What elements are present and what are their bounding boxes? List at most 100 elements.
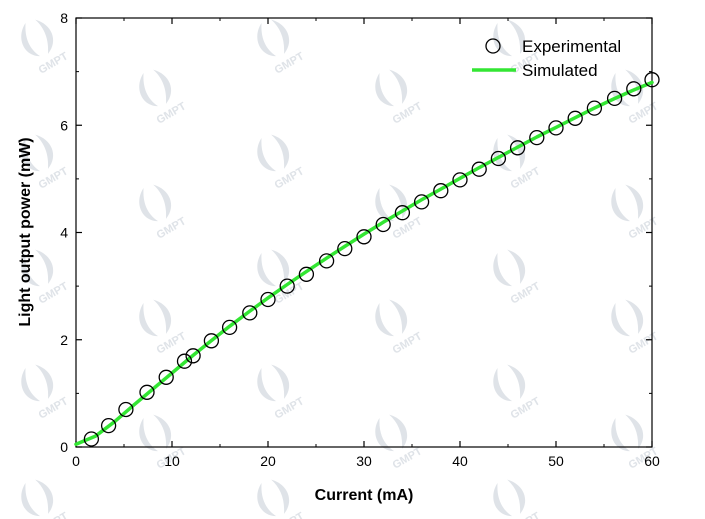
watermark-text: GMPT xyxy=(627,100,661,126)
watermark-logo-icon xyxy=(21,134,54,172)
watermark: GMPT xyxy=(139,299,189,357)
watermark-text: GMPT xyxy=(391,100,425,126)
watermark-text: GMPT xyxy=(627,215,661,241)
watermark-logo-icon xyxy=(611,414,644,452)
x-tick-label: 60 xyxy=(644,453,660,469)
watermark-logo-icon xyxy=(257,364,290,402)
watermark-logo-icon xyxy=(139,414,172,452)
watermark-logo-icon xyxy=(257,134,290,172)
experimental-point xyxy=(626,81,642,97)
watermark: GMPT xyxy=(257,479,307,519)
watermark-text: GMPT xyxy=(509,165,543,191)
watermark: GMPT xyxy=(493,364,543,422)
watermark-text: GMPT xyxy=(155,215,189,241)
simulated-series xyxy=(74,80,654,447)
legend-experimental-label: Experimental xyxy=(522,37,621,56)
watermark-logo-icon xyxy=(257,19,290,57)
watermark-text: GMPT xyxy=(37,50,71,76)
experimental-point xyxy=(298,266,315,282)
watermark: GMPT xyxy=(21,364,71,422)
watermark-logo-icon xyxy=(493,134,526,172)
experimental-point xyxy=(394,205,411,221)
watermark-layer: GMPT GMPT GMPT GMPT GMPT GMPT GMPT GMPT GMPT GMPT… xyxy=(21,19,661,519)
experimental-point xyxy=(490,150,507,167)
experimental-point xyxy=(203,333,220,349)
x-tick-label: 0 xyxy=(72,453,80,469)
experimental-point xyxy=(260,291,276,308)
watermark-text: GMPT xyxy=(37,280,71,306)
experimental-point xyxy=(221,319,238,336)
experimental-point xyxy=(356,229,372,245)
watermark: GMPT xyxy=(139,69,188,127)
watermark: GMPT xyxy=(21,479,71,519)
watermark: GMPT xyxy=(375,69,425,127)
experimental-point xyxy=(185,348,201,364)
watermark: GMPT xyxy=(257,19,307,77)
legend: Experimental Simulated xyxy=(472,37,621,80)
watermark: GMPT xyxy=(257,249,306,307)
watermark-logo-icon xyxy=(493,479,526,517)
watermark-logo-icon xyxy=(21,249,54,287)
watermark-logo-icon xyxy=(139,184,172,222)
experimental-point xyxy=(548,120,564,136)
axis-ticks: 0 10 20 30 40 50 60 0 2 4 6 8 xyxy=(60,10,660,469)
experimental-point xyxy=(139,384,155,400)
experimental-point xyxy=(567,110,583,126)
watermark-logo-icon xyxy=(375,414,408,452)
experimental-point xyxy=(413,194,430,210)
x-axis-title: Current (mA) xyxy=(315,487,414,504)
watermark-text: GMPT xyxy=(273,50,307,76)
watermark-logo-icon xyxy=(139,69,172,107)
experimental-point xyxy=(586,100,603,116)
watermark-text: GMPT xyxy=(273,510,307,519)
watermark-logo-icon xyxy=(257,479,290,517)
watermark: GMPT xyxy=(493,479,542,519)
experimental-point xyxy=(606,90,623,107)
watermark-text: GMPT xyxy=(37,165,71,191)
y-axis-title: Light output power (mW) xyxy=(17,137,34,326)
watermark-logo-icon xyxy=(493,249,526,287)
watermark-logo-icon xyxy=(493,364,526,402)
watermark: GMPT xyxy=(257,364,307,422)
experimental-point xyxy=(529,129,545,146)
watermark: GMPT xyxy=(375,299,425,357)
experimental-point xyxy=(83,431,100,447)
experimental-point xyxy=(118,401,134,418)
y-tick-label: 0 xyxy=(60,439,68,455)
experimental-series xyxy=(83,72,660,447)
watermark-text: GMPT xyxy=(155,330,189,356)
x-tick-label: 20 xyxy=(260,453,276,469)
watermark-text: GMPT xyxy=(391,445,425,471)
experimental-point xyxy=(318,253,335,269)
watermark-text: GMPT xyxy=(391,215,425,241)
watermark-logo-icon xyxy=(493,19,526,57)
x-tick-label: 50 xyxy=(548,453,564,469)
watermark-text: GMPT xyxy=(509,395,543,421)
watermark-logo-icon xyxy=(375,69,408,107)
watermark-text: GMPT xyxy=(37,510,71,519)
watermark: GMPT xyxy=(139,414,188,472)
legend-experimental-marker xyxy=(485,38,501,54)
watermark-logo-icon xyxy=(21,19,54,57)
watermark-text: GMPT xyxy=(37,395,71,421)
experimental-point xyxy=(279,278,295,294)
watermark-logo-icon xyxy=(21,479,54,517)
experimental-point xyxy=(509,140,526,156)
experimental-point xyxy=(452,172,468,188)
watermark-text: GMPT xyxy=(509,280,543,306)
experimental-point xyxy=(100,417,117,434)
experimental-point xyxy=(471,161,487,177)
watermark: GMPT xyxy=(257,134,306,192)
x-tick-label: 40 xyxy=(452,453,468,469)
experimental-point xyxy=(158,369,174,385)
experimental-point xyxy=(337,240,353,257)
y-tick-label: 4 xyxy=(60,225,68,241)
watermark-text: GMPT xyxy=(391,330,425,356)
watermark-logo-icon xyxy=(611,184,644,222)
watermark: GMPT xyxy=(139,184,189,242)
watermark-text: GMPT xyxy=(273,395,307,421)
simulated-line xyxy=(74,80,654,447)
y-tick-label: 2 xyxy=(60,332,68,348)
watermark-text: GMPT xyxy=(627,330,661,356)
